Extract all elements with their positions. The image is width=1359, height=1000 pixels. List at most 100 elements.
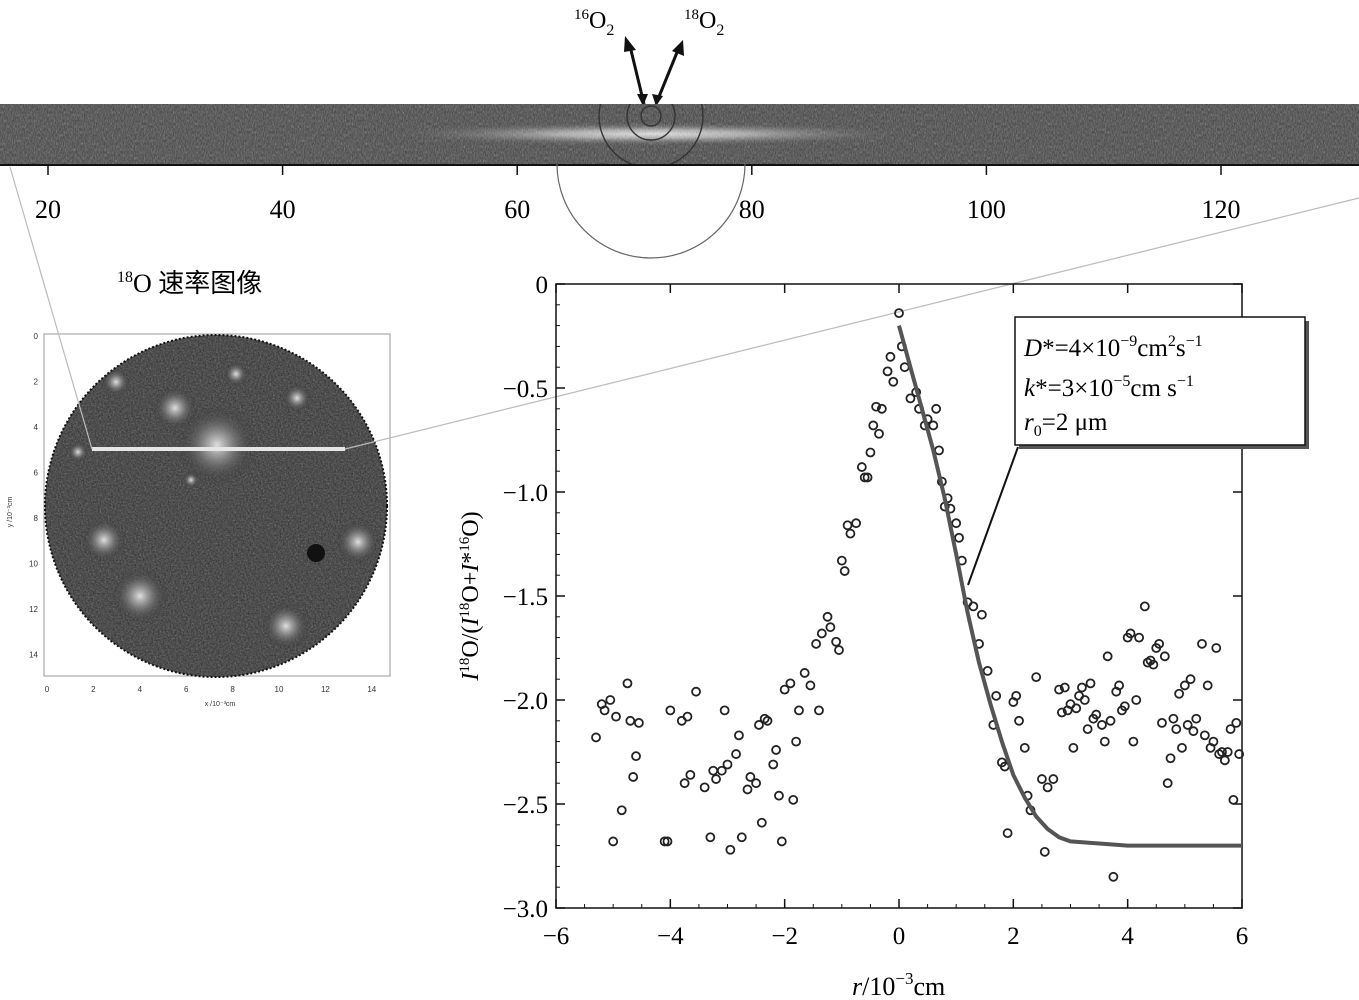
inset-y-tick: 6 [34, 469, 39, 478]
data-point [1159, 651, 1170, 662]
data-point [616, 805, 627, 816]
data-point [1191, 713, 1202, 724]
data-point [779, 684, 790, 695]
data-point [762, 715, 773, 726]
inset-y-tick: 12 [29, 605, 38, 614]
data-point [1105, 715, 1116, 726]
x-axis-label: r/10−3cm [852, 969, 945, 1000]
data-point [1211, 643, 1222, 653]
data-point [1108, 871, 1119, 882]
data-point [716, 765, 727, 776]
data-point [665, 705, 676, 716]
inset-x-tick: 4 [138, 685, 143, 694]
data-point [682, 711, 693, 722]
data-point [1154, 638, 1165, 649]
data-point [794, 705, 804, 716]
data-point [1148, 659, 1159, 670]
data-point [1128, 736, 1139, 747]
data-point [1139, 601, 1150, 612]
main-chart: 0 −0.5 −1.0 −1.5 −2.0 −2.5 −3.0 −6 −4 −2 0 2 4 6 D*=… [457, 272, 1309, 1000]
data-point [722, 759, 733, 770]
data-point [1068, 742, 1079, 753]
data-point [605, 695, 616, 705]
x-axis: −6 −4 −2 0 2 4 6 [543, 284, 1248, 950]
data-point [1197, 638, 1207, 649]
x-tick-label: −4 [657, 923, 684, 950]
data-point [1091, 709, 1102, 720]
data-point [662, 836, 673, 847]
data-point [591, 732, 601, 743]
data-point [691, 686, 701, 697]
strip-tick-label: 80 [739, 195, 765, 224]
strip-image [0, 104, 1359, 166]
data-point [1188, 726, 1199, 737]
data-point [831, 636, 842, 647]
diffusion-rings [556, 163, 746, 259]
data-point [1157, 717, 1167, 728]
data-point [1234, 749, 1245, 759]
data-point [599, 705, 610, 716]
data-point [1119, 701, 1130, 712]
data-point [659, 836, 670, 847]
data-point [734, 730, 744, 741]
inset-x-tick: 10 [275, 685, 284, 694]
data-point [1162, 778, 1173, 789]
inset-image [43, 333, 391, 678]
data-point [699, 782, 710, 793]
data-point [711, 774, 721, 784]
inset-y-axis-label: y /10⁻³cm [7, 497, 14, 528]
strip-tick-label: 60 [504, 195, 530, 224]
data-point [1085, 678, 1096, 689]
inset-y-tick: 14 [29, 651, 38, 660]
data-point [633, 717, 644, 728]
data-point [1219, 755, 1230, 766]
data-point [954, 532, 964, 543]
data-point [791, 736, 801, 747]
data-point [1054, 684, 1064, 695]
x-tick-label: 0 [893, 923, 906, 950]
x-tick-label: 4 [1121, 923, 1134, 950]
data-point [899, 362, 910, 373]
data-point [811, 638, 822, 649]
data-point [874, 428, 884, 439]
data-point [774, 790, 784, 801]
emission-arrows [624, 36, 684, 106]
data-point [611, 711, 621, 722]
data-point [608, 836, 619, 847]
data-point [882, 366, 893, 377]
data-point [1231, 717, 1242, 728]
legend-diffusion: D*=4×10−9cm2s−1 [1023, 333, 1203, 362]
y-tick-label: −1.0 [503, 480, 548, 507]
projection-lines [9, 166, 1359, 450]
data-point [1225, 724, 1236, 735]
data-point [1222, 747, 1233, 757]
inset-x-axis-label: x /10⁻³cm [205, 701, 236, 708]
data-point [1125, 628, 1136, 639]
data-point [1042, 782, 1053, 793]
data-point [851, 518, 862, 529]
y-tick-label: −3.0 [503, 896, 548, 923]
data-point [1174, 688, 1185, 699]
data-point [1039, 846, 1050, 857]
data-point [628, 772, 639, 782]
data-point [1114, 680, 1124, 691]
data-point [1182, 720, 1193, 730]
y-axis: 0 −0.5 −1.0 −1.5 −2.0 −2.5 −3.0 [503, 272, 1242, 923]
data-point [1031, 672, 1042, 683]
data-point [834, 645, 844, 655]
data-point [1131, 695, 1142, 705]
data-point [768, 759, 779, 770]
data-point [725, 844, 736, 855]
inset-y-tick: 4 [34, 423, 39, 432]
legend-exchange: k*=3×10−5cm s−1 [1024, 373, 1194, 402]
y-tick-label: −2.0 [503, 688, 548, 715]
label-18O2: 18O2 [684, 7, 724, 39]
legend-radius: r0=2 μm [1024, 409, 1108, 440]
strip-tick-label: 20 [35, 195, 61, 224]
data-point [951, 518, 962, 529]
data-point [859, 472, 870, 483]
data-point [1228, 794, 1239, 805]
data-point [1171, 724, 1182, 735]
data-point [888, 376, 899, 387]
data-point [905, 393, 916, 404]
